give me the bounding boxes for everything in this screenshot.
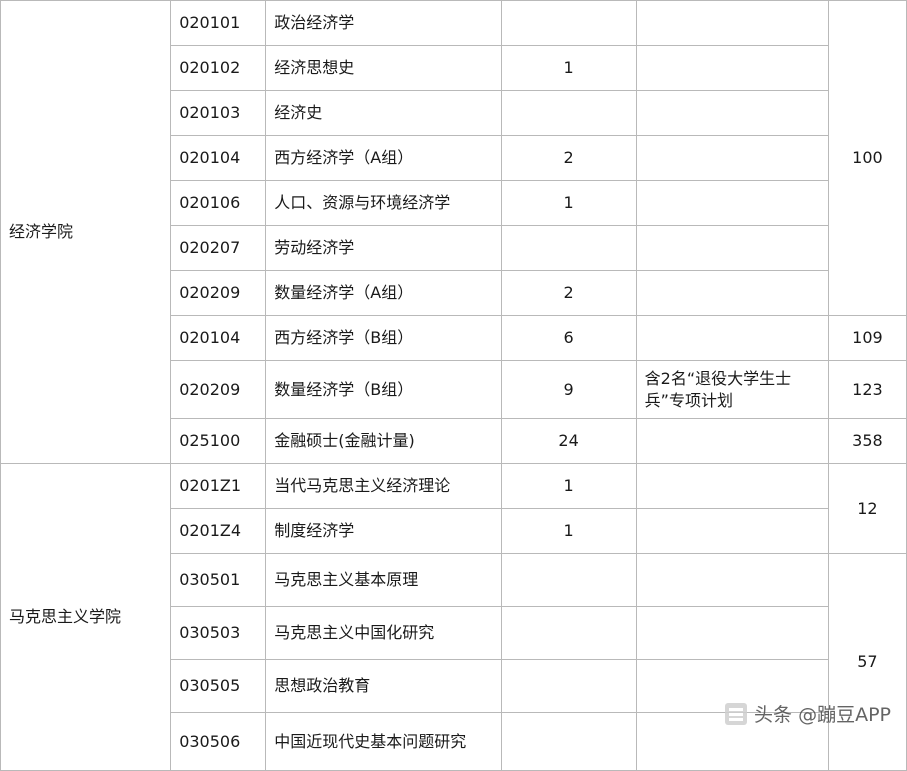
plan-count <box>500 225 637 271</box>
remark <box>635 135 829 181</box>
department-total: 100 <box>827 0 907 316</box>
plan-count: 1 <box>500 463 637 509</box>
major-code: 020106 <box>170 180 267 226</box>
remark <box>635 0 829 46</box>
major-code: 020209 <box>170 360 267 419</box>
major-code: 030506 <box>170 712 267 771</box>
remark <box>635 90 829 136</box>
remark <box>635 315 829 361</box>
major-name: 劳动经济学 <box>265 225 502 271</box>
remark <box>635 180 829 226</box>
table-row: 025100 金融硕士(金融计量) 24 358 <box>1 418 907 464</box>
plan-count: 2 <box>500 135 637 181</box>
table-row: 020106 人口、资源与环境经济学 1 <box>1 180 907 226</box>
table-row: 030501 马克思主义基本原理 57 <box>1 553 907 771</box>
remark <box>635 659 829 713</box>
major-code: 020101 <box>170 0 267 46</box>
major-code: 020102 <box>170 45 267 91</box>
major-name: 政治经济学 <box>265 0 502 46</box>
plan-count <box>500 553 637 607</box>
remark <box>635 553 829 607</box>
major-code: 020104 <box>170 315 267 361</box>
table-row: 020209 数量经济学（A组） 2 <box>1 270 907 316</box>
remark <box>635 712 829 771</box>
remark <box>635 508 829 554</box>
table-row: 马克思主义学院 0201Z1 当代马克思主义经济理论 1 12 <box>0 463 907 771</box>
table-row: 经济学院 020101 政治经济学 100 <box>0 0 907 464</box>
plan-count: 1 <box>500 45 637 91</box>
major-name: 马克思主义基本原理 <box>265 553 502 607</box>
department-cell-marxism: 马克思主义学院 <box>0 463 172 771</box>
plan-count: 2 <box>500 270 637 316</box>
remark <box>635 463 829 509</box>
table-row: 020104 西方经济学（B组） 6 109 <box>1 315 907 361</box>
department-total: 57 <box>827 553 907 771</box>
plan-count: 1 <box>500 180 637 226</box>
plan-count: 6 <box>500 315 637 361</box>
major-code: 0201Z1 <box>170 463 267 509</box>
major-name: 制度经济学 <box>265 508 502 554</box>
major-code: 025100 <box>170 418 267 464</box>
major-code: 020207 <box>170 225 267 271</box>
major-code: 030505 <box>170 659 267 713</box>
major-name: 当代马克思主义经济理论 <box>265 463 502 509</box>
major-code: 020104 <box>170 135 267 181</box>
remark <box>635 45 829 91</box>
major-code: 0201Z4 <box>170 508 267 554</box>
major-name: 马克思主义中国化研究 <box>265 606 502 660</box>
plan-count <box>500 0 637 46</box>
plan-count <box>500 712 637 771</box>
major-name: 人口、资源与环境经济学 <box>265 180 502 226</box>
major-name: 金融硕士(金融计量) <box>265 418 502 464</box>
major-name: 思想政治教育 <box>265 659 502 713</box>
major-code: 020209 <box>170 270 267 316</box>
department-total: 358 <box>827 418 907 464</box>
major-name: 经济史 <box>265 90 502 136</box>
plan-count <box>500 606 637 660</box>
department-total: 109 <box>827 315 907 361</box>
remark: 含2名“退役大学生士兵”专项计划 <box>635 360 829 419</box>
table-row: 020104 西方经济学（A组） 2 <box>1 135 907 181</box>
table-row: 0201Z4 制度经济学 1 <box>1 508 907 554</box>
table-row: 020103 经济史 <box>1 90 907 136</box>
remark <box>635 606 829 660</box>
major-code: 020103 <box>170 90 267 136</box>
table-row: 030503 马克思主义中国化研究 <box>1 606 907 660</box>
remark <box>635 270 829 316</box>
major-name: 中国近现代史基本问题研究 <box>265 712 502 771</box>
major-name: 数量经济学（B组） <box>265 360 502 419</box>
plan-count <box>500 90 637 136</box>
table-row: 020209 数量经济学（B组） 9 含2名“退役大学生士兵”专项计划 123 <box>1 360 907 419</box>
major-name: 数量经济学（A组） <box>265 270 502 316</box>
plan-count: 9 <box>500 360 637 419</box>
remark <box>635 418 829 464</box>
department-total: 123 <box>827 360 907 419</box>
major-name: 经济思想史 <box>265 45 502 91</box>
major-code: 030503 <box>170 606 267 660</box>
table-row: 020102 经济思想史 1 <box>1 45 907 91</box>
major-code: 030501 <box>170 553 267 607</box>
major-name: 西方经济学（B组） <box>265 315 502 361</box>
major-name: 西方经济学（A组） <box>265 135 502 181</box>
department-cell-economics: 经济学院 <box>0 0 172 464</box>
plan-count: 1 <box>500 508 637 554</box>
plan-count: 24 <box>500 418 637 464</box>
remark <box>635 225 829 271</box>
table-row: 020207 劳动经济学 <box>1 225 907 271</box>
department-total: 12 <box>827 463 907 554</box>
plan-count <box>500 659 637 713</box>
